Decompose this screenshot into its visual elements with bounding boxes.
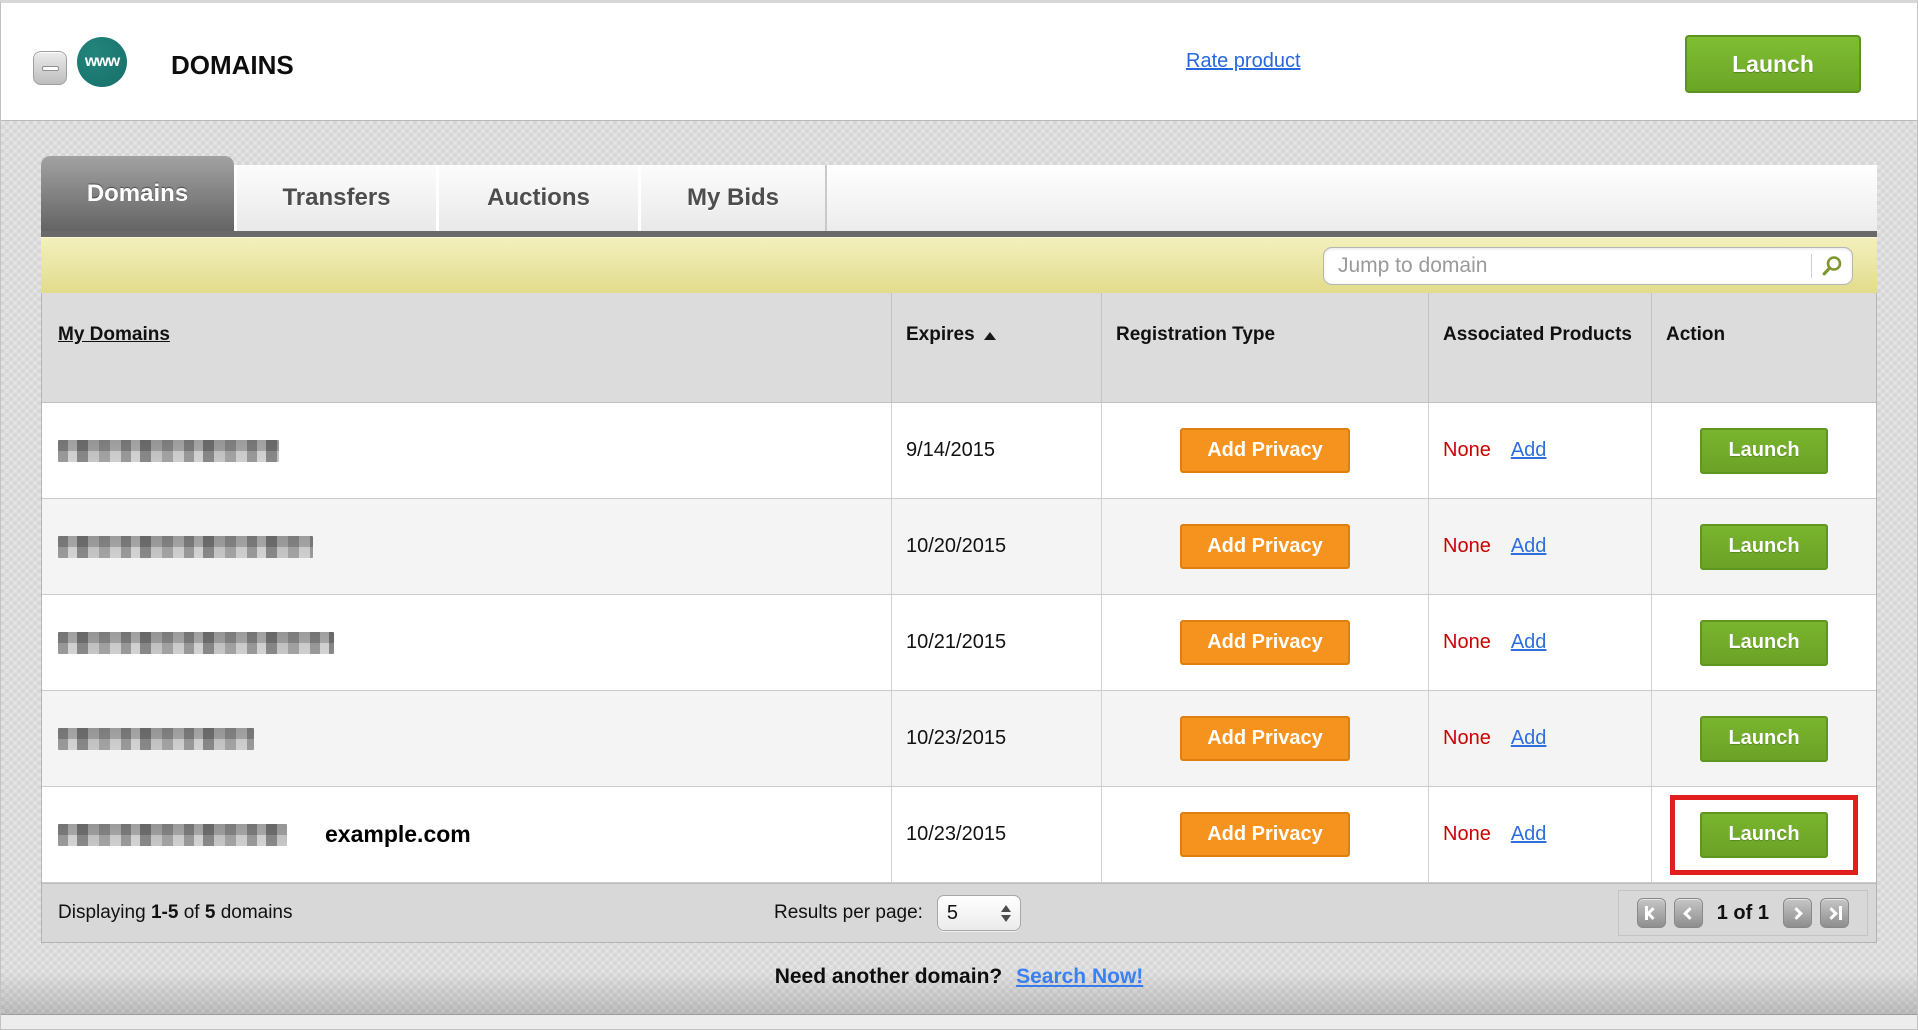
add-product-link[interactable]: Add [1510, 631, 1547, 653]
table-row: 10/20/2015 Add Privacy None Add Launch [42, 499, 1876, 595]
column-header-associated-products: Associated Products [1429, 293, 1652, 402]
example-domain-annotation: example.com [325, 821, 471, 847]
table-row: 10/23/2015 Add Privacy None Add Launch [42, 691, 1876, 787]
domain-name-redacted[interactable] [58, 823, 287, 846]
jump-to-domain-search [1323, 247, 1853, 285]
rate-product-link[interactable]: Rate product [1186, 50, 1301, 72]
results-summary: Displaying 1-5 of 5 domains [58, 902, 293, 923]
results-total: 5 [204, 902, 216, 923]
magnifier-icon [1822, 256, 1842, 276]
expires-date: 10/20/2015 [892, 499, 1102, 594]
add-privacy-button[interactable]: Add Privacy [1180, 812, 1350, 857]
tab-auctions[interactable]: Auctions [436, 165, 638, 231]
add-product-link[interactable]: Add [1510, 823, 1547, 845]
sort-ascending-icon [983, 332, 996, 340]
add-privacy-button[interactable]: Add Privacy [1180, 620, 1350, 665]
red-highlight-annotation: Launch [1670, 794, 1858, 875]
add-product-link[interactable]: Add [1510, 439, 1547, 461]
need-domain-text: Need another domain? [774, 965, 1003, 988]
window-bottom-edge [1, 1014, 1917, 1029]
tab-transfers[interactable]: Transfers [234, 165, 436, 231]
associated-products-value: None [1443, 439, 1491, 461]
stepper-arrows-icon [1000, 904, 1011, 922]
add-privacy-button[interactable]: Add Privacy [1180, 524, 1350, 569]
next-page-button[interactable] [1783, 898, 1812, 928]
domains-panel: Domains Transfers Auctions My Bids [41, 156, 1877, 989]
domain-name-redacted[interactable] [58, 727, 254, 750]
table-row: example.com 10/23/2015 Add Privacy None A… [42, 787, 1876, 883]
previous-page-button[interactable] [1673, 898, 1703, 928]
launch-button[interactable]: Launch [1700, 427, 1828, 474]
column-header-action: Action [1666, 324, 1726, 345]
expires-date: 10/23/2015 [892, 787, 1102, 882]
column-header-registration-type: Registration Type [1102, 293, 1429, 402]
associated-products-value: None [1443, 727, 1491, 749]
search-now-link[interactable]: Search Now! [1016, 965, 1144, 988]
add-product-link[interactable]: Add [1510, 535, 1547, 557]
results-per-page-select[interactable]: 5 [936, 895, 1021, 931]
associated-products-value: None [1443, 631, 1491, 653]
domain-name-redacted[interactable] [58, 439, 279, 462]
first-page-button[interactable] [1636, 898, 1666, 928]
table-footer: Displaying 1-5 of 5 domains Results per … [41, 883, 1877, 943]
expires-date: 10/23/2015 [892, 691, 1102, 786]
tab-domains[interactable]: Domains [41, 156, 234, 231]
expires-date: 10/21/2015 [892, 595, 1102, 690]
results-per-page-label: Results per page: [774, 902, 923, 923]
minus-icon [41, 65, 59, 71]
last-page-button[interactable] [1820, 898, 1849, 928]
search-divider [1811, 254, 1812, 278]
launch-button[interactable]: Launch [1700, 715, 1828, 762]
launch-button[interactable]: Launch [1700, 619, 1828, 666]
search-button[interactable] [1812, 254, 1852, 278]
launch-button-highlighted[interactable]: Launch [1700, 811, 1828, 858]
domain-name-redacted[interactable] [58, 631, 334, 654]
results-range: 1-5 [150, 902, 179, 923]
workspace-background: Domains Transfers Auctions My Bids [1, 121, 1917, 1014]
associated-products-value: None [1443, 535, 1491, 557]
last-page-icon [1825, 906, 1838, 920]
launch-button[interactable]: Launch [1700, 523, 1828, 570]
app-header: www DOMAINS Rate product Launch [1, 3, 1917, 121]
page-title: DOMAINS [171, 50, 294, 80]
tab-my-bids[interactable]: My Bids [638, 165, 825, 231]
expires-date: 9/14/2015 [892, 403, 1102, 498]
chevron-right-icon [1789, 906, 1803, 920]
search-input[interactable] [1324, 254, 1811, 278]
www-icon-text: www [84, 53, 120, 70]
add-privacy-button[interactable]: Add Privacy [1180, 716, 1350, 761]
column-header-my-domains[interactable]: My Domains [42, 293, 892, 402]
tab-bar-filler [825, 165, 1877, 231]
www-product-icon: www [77, 37, 127, 87]
table-row: 9/14/2015 Add Privacy None Add Launch [42, 403, 1876, 499]
page-indicator: 1 of 1 [1716, 901, 1769, 924]
chevron-left-icon [1683, 906, 1697, 920]
pagination-controls: 1 of 1 [1617, 890, 1868, 936]
domain-name-redacted[interactable] [58, 535, 313, 558]
table-row: 10/21/2015 Add Privacy None Add Launch [42, 595, 1876, 691]
search-toolbar [41, 237, 1877, 293]
tab-bar: Domains Transfers Auctions My Bids [41, 156, 1877, 231]
domains-table: My Domains Expires Registration Type Ass… [41, 293, 1877, 883]
results-per-page-value: 5 [946, 901, 959, 924]
collapse-module-button[interactable] [33, 51, 67, 85]
add-privacy-button[interactable]: Add Privacy [1180, 428, 1350, 473]
table-header-row: My Domains Expires Registration Type Ass… [42, 293, 1876, 403]
need-domain-prompt: Need another domain? Search Now! [41, 965, 1877, 989]
add-product-link[interactable]: Add [1510, 727, 1547, 749]
first-page-icon [1645, 906, 1649, 920]
tab-bar-underline [41, 231, 1877, 237]
header-launch-button[interactable]: Launch [1685, 35, 1861, 93]
associated-products-value: None [1443, 823, 1491, 845]
column-header-expires[interactable]: Expires [892, 293, 1102, 402]
results-per-page-control: Results per page: 5 [774, 895, 1021, 931]
